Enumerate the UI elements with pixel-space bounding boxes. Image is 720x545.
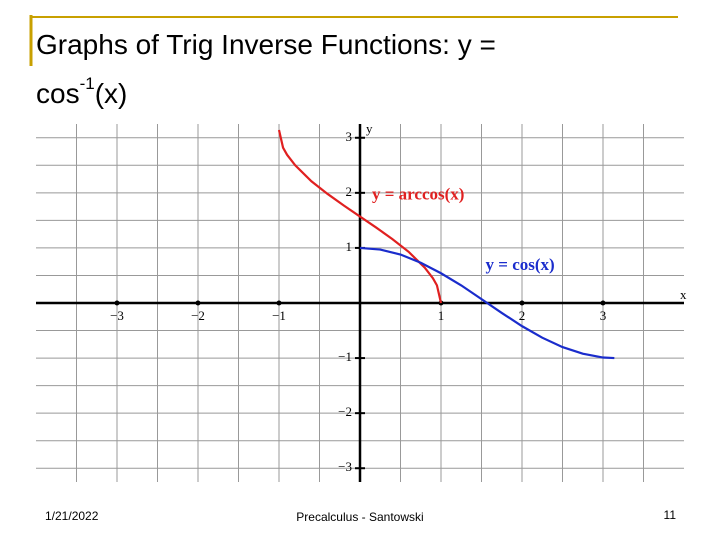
series-line [359,246,615,360]
footer-center: Precalculus - Santowski [296,510,423,524]
x-tick-label: −3 [110,308,124,323]
title-after: (x) [95,78,128,109]
y-tick-label: −2 [338,404,352,419]
series-line [277,129,443,304]
y-tick-label: −1 [338,349,352,364]
y-tick-label: −3 [338,459,352,474]
y-tick-label: 3 [346,129,353,144]
slide-title: Graphs of Trig Inverse Functions: y = [36,29,496,60]
y-tick-label: 1 [346,239,353,254]
y-axis-label: y [366,121,373,136]
slide-title-line2: cos-1(x) [36,74,127,109]
footer-page: 11 [664,508,677,522]
series-label: y = arccos(x) [372,185,464,204]
x-tick [600,300,606,306]
plot: x y −3 −2 −1 1 2 3 3 2 1 −1 −2 −3 y = arccos(x) y = cos… [36,121,687,482]
title-text: Graphs of Trig Inverse Functions: y = [36,29,496,60]
x-tick-label: 1 [438,308,445,323]
title-text-tail: cos [36,78,80,109]
y-tick-label: 2 [346,184,353,199]
x-tick-label: −1 [272,308,286,323]
x-tick-label: −2 [191,308,205,323]
x-tick-label: 3 [600,308,607,323]
series-label: y = cos(x) [486,255,555,274]
x-tick-label: 2 [519,308,526,323]
x-tick [276,300,282,306]
x-tick [195,300,201,306]
x-axis-label: x [680,287,687,302]
x-tick [114,300,120,306]
title-superscript: -1 [80,74,95,93]
footer-date: 1/21/2022 [45,509,99,523]
x-tick [519,300,525,306]
